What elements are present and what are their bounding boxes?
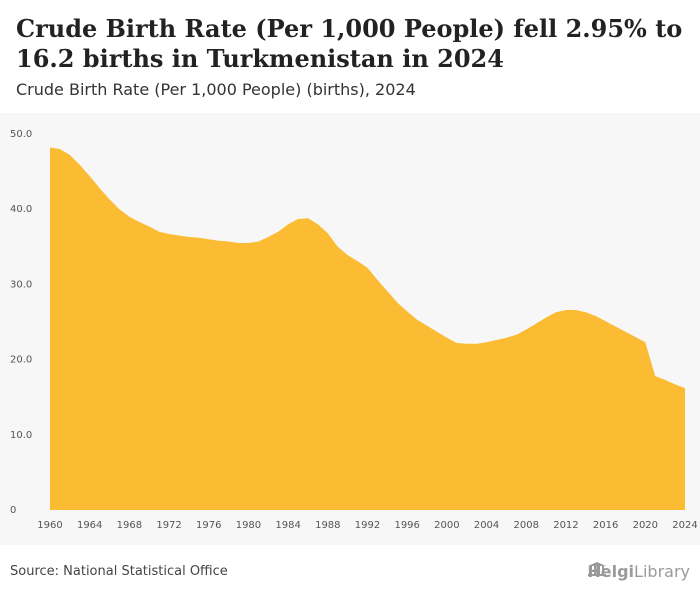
data-point-1989	[336, 245, 340, 249]
data-point-1970	[147, 225, 151, 229]
data-point-2013	[574, 308, 578, 312]
y-tick-label: 40.0	[10, 204, 32, 215]
x-tick-label: 1976	[196, 520, 221, 531]
data-point-2001	[455, 341, 459, 345]
x-tick-label: 1984	[275, 520, 300, 531]
chart-title: Crude Birth Rate (Per 1,000 People) fell…	[16, 14, 683, 73]
y-tick-label: 50.0	[10, 129, 32, 140]
x-tick-label: 1968	[117, 520, 142, 531]
chart-subtitle: Crude Birth Rate (Per 1,000 People) (bir…	[16, 80, 416, 99]
data-point-2015	[594, 314, 598, 318]
data-point-2000	[445, 336, 449, 340]
data-point-2021	[653, 374, 657, 378]
data-point-1982	[266, 235, 270, 239]
source-note: Source: National Statistical Office	[10, 564, 228, 579]
data-point-1963	[78, 163, 82, 167]
y-tick-label: 20.0	[10, 355, 32, 366]
data-point-1973	[177, 234, 181, 238]
data-point-2010	[544, 315, 548, 319]
data-point-1983	[276, 230, 280, 234]
data-point-1987	[316, 222, 320, 226]
data-point-1990	[346, 253, 350, 257]
data-point-2018	[623, 330, 627, 334]
data-point-1981	[256, 240, 260, 244]
data-point-2012	[564, 308, 568, 312]
data-point-1961	[58, 147, 62, 151]
data-point-1974	[187, 235, 191, 239]
data-point-2002	[465, 342, 469, 346]
data-point-1965	[98, 186, 102, 190]
x-tick-label: 2008	[514, 520, 539, 531]
data-point-2024	[683, 386, 687, 390]
data-point-1976	[207, 237, 211, 241]
x-tick-label: 2004	[474, 520, 499, 531]
data-point-2022	[663, 378, 667, 382]
x-tick-label: 2012	[553, 520, 578, 531]
helgi-library-logo[interactable]: HelgiLibrary	[587, 562, 690, 581]
data-point-1996	[405, 309, 409, 313]
data-point-1971	[157, 230, 161, 234]
data-point-1962	[68, 153, 72, 157]
data-point-2006	[504, 336, 508, 340]
x-tick-label: 1980	[236, 520, 261, 531]
data-point-2007	[514, 333, 518, 337]
data-point-1991	[356, 259, 360, 263]
data-point-1993	[375, 278, 379, 282]
x-tick-label: 1964	[77, 520, 102, 531]
data-point-2009	[534, 322, 538, 326]
x-tick-label: 2020	[633, 520, 658, 531]
x-tick-label: 2016	[593, 520, 618, 531]
data-point-1960	[48, 146, 52, 150]
data-point-1977	[217, 239, 221, 243]
y-tick-label: 0	[10, 505, 16, 516]
data-point-2003	[475, 342, 479, 346]
data-point-2023	[673, 382, 677, 386]
data-point-2014	[584, 310, 588, 314]
y-tick-label: 30.0	[10, 279, 32, 290]
area-series	[50, 147, 685, 511]
data-point-2011	[554, 310, 558, 314]
data-point-1992	[366, 266, 370, 270]
y-tick-label: 10.0	[10, 430, 32, 441]
x-tick-label: 1992	[355, 520, 380, 531]
x-tick-label: 1988	[315, 520, 340, 531]
data-point-2020	[643, 340, 647, 344]
data-point-2017	[614, 325, 618, 329]
x-tick-label: 1996	[394, 520, 419, 531]
data-point-2008	[524, 328, 528, 332]
logo-text-library: Library	[634, 562, 690, 581]
data-point-1972	[167, 232, 171, 236]
data-point-1966	[108, 197, 112, 201]
x-tick-label: 1960	[37, 520, 62, 531]
data-point-1994	[385, 289, 389, 293]
chart-header: Crude Birth Rate (Per 1,000 People) fell…	[16, 14, 686, 99]
library-building-icon	[588, 562, 607, 576]
data-point-1975	[197, 236, 201, 240]
data-point-1969	[137, 220, 141, 224]
data-point-1997	[415, 318, 419, 322]
data-point-1980	[246, 241, 250, 245]
data-point-1967	[117, 207, 121, 211]
data-point-2004	[485, 340, 489, 344]
data-point-1979	[237, 241, 241, 245]
data-point-1988	[326, 231, 330, 235]
data-point-1984	[286, 222, 290, 226]
data-point-2005	[494, 338, 498, 342]
x-tick-label: 1972	[156, 520, 181, 531]
data-point-2016	[604, 319, 608, 323]
data-point-1964	[88, 174, 92, 178]
data-point-1995	[395, 300, 399, 304]
data-point-1986	[306, 216, 310, 220]
x-tick-label: 2000	[434, 520, 459, 531]
data-point-2019	[633, 335, 637, 339]
data-point-1999	[435, 330, 439, 334]
data-point-1998	[425, 324, 429, 328]
data-point-1985	[296, 217, 300, 221]
data-point-1968	[127, 215, 131, 219]
data-point-1978	[227, 240, 231, 244]
x-tick-label: 2024	[672, 520, 697, 531]
